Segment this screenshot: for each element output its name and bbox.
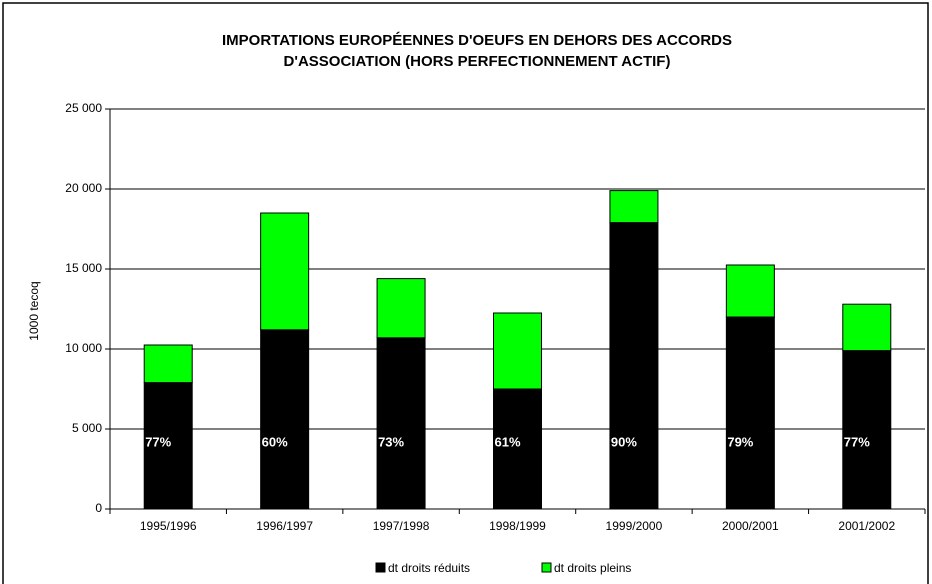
legend-label: dt droits réduits: [388, 561, 470, 575]
data-label: 73%: [378, 434, 404, 449]
legend-swatch: [541, 562, 552, 573]
data-label: 79%: [727, 434, 753, 449]
y-tick-label: 25 000: [65, 101, 102, 115]
bar-segment: [725, 264, 775, 318]
legend-swatch: [375, 562, 386, 573]
chart-title: IMPORTATIONS EUROPÉENNES D'OEUFS EN DEHO…: [222, 32, 732, 49]
bar-segment: [725, 316, 775, 510]
x-tick-label: 1995/1996: [140, 519, 197, 533]
bar-segment: [842, 350, 892, 510]
x-tick-label: 2001/2002: [838, 519, 895, 533]
bar-segment: [143, 382, 193, 510]
data-label: 60%: [262, 434, 288, 449]
bar-segment: [609, 222, 659, 510]
bar-segment: [376, 337, 426, 510]
bar-segment: [376, 278, 426, 339]
bar-segment: [609, 190, 659, 224]
x-tick-label: 1998/1999: [489, 519, 546, 533]
data-label: 90%: [611, 434, 637, 449]
y-tick-label: 10 000: [65, 341, 102, 355]
y-tick-label: 15 000: [65, 261, 102, 275]
y-axis-label: 1000 tecoq: [27, 281, 41, 340]
bar-segment: [260, 329, 310, 510]
data-label: 77%: [145, 434, 171, 449]
chart-title: D'ASSOCIATION (HORS PERFECTIONNEMENT ACT…: [284, 53, 671, 70]
legend-label: dt droits pleins: [554, 561, 631, 575]
x-tick-label: 1997/1998: [373, 519, 430, 533]
bar-segment: [143, 344, 193, 384]
bar-segment: [493, 312, 542, 390]
data-label: 77%: [844, 434, 870, 449]
x-tick-label: 1996/1997: [256, 519, 313, 533]
bar-segment: [842, 303, 892, 352]
y-tick-label: 0: [95, 501, 102, 515]
y-tick-label: 20 000: [65, 181, 102, 195]
bar-segment: [260, 212, 310, 331]
x-tick-label: 1999/2000: [606, 519, 663, 533]
y-tick-label: 5 000: [72, 421, 102, 435]
x-tick-label: 2000/2001: [722, 519, 779, 533]
data-label: 61%: [495, 434, 521, 449]
